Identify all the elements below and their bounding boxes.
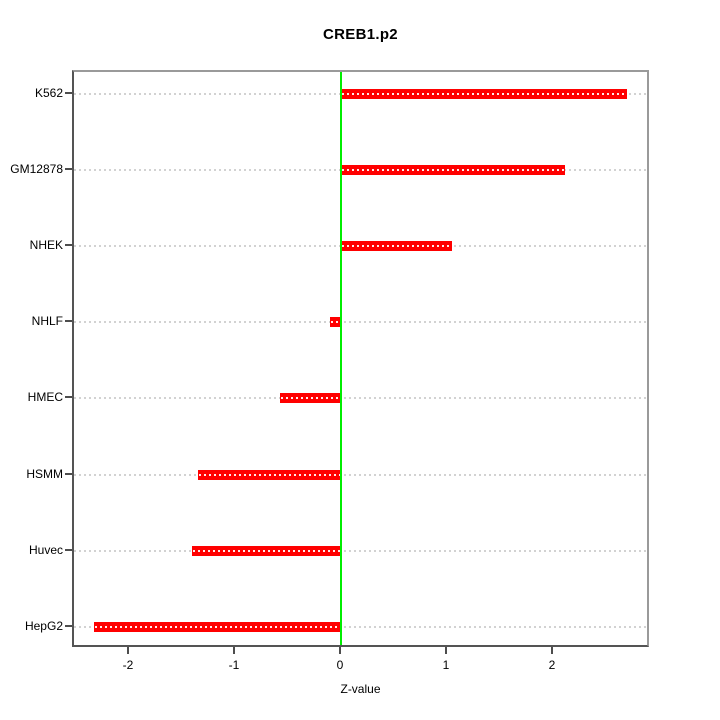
y-axis-tick xyxy=(65,91,72,94)
x-axis-tick-label: -1 xyxy=(228,658,240,672)
y-axis-tick-label: GM12878 xyxy=(10,161,63,176)
x-axis-tick xyxy=(127,647,129,654)
bar-hepg2 xyxy=(94,621,341,632)
y-axis-tick xyxy=(65,320,72,323)
y-axis-tick xyxy=(65,548,72,551)
y-axis-tick-label: HSMM xyxy=(26,466,63,481)
bar-nhek xyxy=(341,240,453,251)
x-axis-tick-label: 0 xyxy=(336,658,344,672)
y-axis-tick xyxy=(65,472,72,475)
bar-nhlf xyxy=(330,317,341,328)
gridline xyxy=(74,625,647,628)
x-axis-tick-label: -2 xyxy=(122,658,134,672)
gridline xyxy=(74,473,647,476)
gridline xyxy=(74,397,647,400)
x-axis-label: Z-value xyxy=(340,682,381,696)
y-axis-tick xyxy=(65,167,72,170)
y-axis-tick-label: Huvec xyxy=(28,542,63,557)
x-axis-tick xyxy=(445,647,447,654)
x-axis-tick xyxy=(233,647,235,654)
y-axis-tick xyxy=(65,624,72,627)
x-axis-tick-label: 2 xyxy=(548,658,556,672)
bar-hmec xyxy=(279,393,341,404)
bar-k562 xyxy=(341,88,628,99)
bar-hsmm xyxy=(197,469,341,480)
y-axis-tick-label: NHLF xyxy=(31,314,63,329)
x-axis-tick xyxy=(551,647,553,654)
y-axis-tick-label: NHEK xyxy=(29,237,63,252)
y-axis-tick-label: HMEC xyxy=(27,390,63,405)
bar-gm12878 xyxy=(341,164,565,175)
gridline xyxy=(74,549,647,552)
chart-title: CREB1.p2 xyxy=(323,26,398,43)
x-axis-tick-label: 1 xyxy=(442,658,450,672)
y-axis-tick xyxy=(65,243,72,246)
x-axis-tick xyxy=(339,647,341,654)
y-axis-tick-label: K562 xyxy=(34,85,63,100)
plot-area xyxy=(72,70,649,647)
zero-reference-line xyxy=(340,72,342,645)
gridline xyxy=(74,321,647,324)
y-axis-tick-label: HepG2 xyxy=(24,618,63,633)
y-axis-tick xyxy=(65,396,72,399)
bar-huvec xyxy=(191,545,341,556)
